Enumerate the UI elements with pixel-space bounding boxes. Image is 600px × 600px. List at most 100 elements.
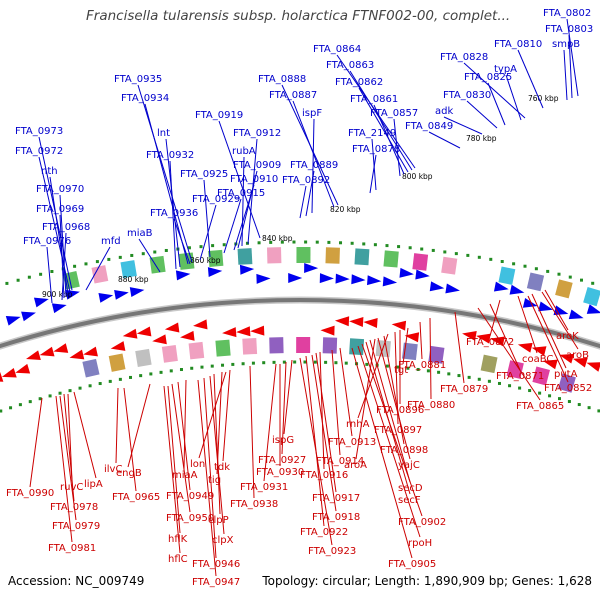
- leader-line-bottom: [249, 365, 255, 499]
- feature-block: [412, 253, 429, 271]
- gene-label-bottom: hflC: [168, 554, 188, 565]
- feature-block: [428, 345, 445, 364]
- feature-block: [149, 255, 166, 274]
- tick-mark: [164, 248, 168, 252]
- tick-mark: [457, 374, 461, 378]
- forward-gene-arrow: [399, 267, 414, 278]
- feature-block: [441, 256, 458, 275]
- tick-mark: [538, 391, 542, 395]
- gene-label-top: FTA_0889: [290, 160, 338, 171]
- tick-mark: [39, 272, 43, 276]
- tick-mark: [231, 362, 235, 366]
- gene-label-bottom: secD: [398, 483, 423, 494]
- forward-gene-arrow: [51, 303, 67, 314]
- gene-label-bottom: FTA_0898: [380, 445, 428, 456]
- tick-mark: [251, 361, 255, 365]
- leader-line-top: [137, 84, 193, 263]
- leader-line-top: [563, 49, 568, 101]
- tick-mark: [534, 267, 538, 271]
- gene-label-bottom: FTA_0965: [112, 492, 160, 503]
- tick-mark: [292, 240, 296, 244]
- gene-label-bottom: clpX: [212, 535, 234, 546]
- reverse-gene-arrow: [559, 353, 575, 364]
- reverse-gene-arrow: [363, 318, 378, 329]
- gene-label-bottom: FTA_0930: [256, 467, 304, 478]
- tick-mark: [416, 367, 420, 371]
- feature-block: [383, 250, 399, 268]
- feature-block: [269, 337, 284, 354]
- feature-block: [349, 338, 365, 356]
- leader-line-bottom: [209, 375, 225, 535]
- feature-block: [322, 337, 338, 354]
- tick-mark: [262, 361, 266, 365]
- gene-label-bottom: FTA_0914: [316, 456, 364, 467]
- leader-line-top: [311, 118, 315, 214]
- tick-mark: [118, 255, 122, 259]
- gene-label-top: FTA_0802: [543, 8, 591, 19]
- leader-line-bottom: [67, 393, 73, 482]
- tick-mark: [385, 364, 389, 368]
- leader-line-bottom: [63, 393, 75, 502]
- leader-line-bottom: [319, 351, 325, 470]
- tick-mark: [149, 372, 153, 376]
- reverse-gene-arrow: [349, 317, 364, 328]
- leader-line-bottom: [29, 397, 43, 488]
- reverse-gene-arrow: [320, 325, 335, 336]
- tick-mark: [130, 253, 134, 257]
- leader-line-bottom: [171, 383, 191, 513]
- tick-mark: [500, 260, 504, 264]
- tick-mark: [179, 368, 183, 372]
- leader-line-bottom: [489, 299, 501, 337]
- feature-block: [506, 360, 524, 379]
- forward-gene-arrow: [129, 287, 145, 298]
- map-title: Francisella tularensis subsp. holarctica…: [86, 8, 511, 24]
- feature-block: [91, 265, 109, 284]
- leader-line-top: [428, 131, 461, 149]
- gene-label-top: FTA_0862: [335, 77, 383, 88]
- leader-line-bottom: [361, 343, 423, 517]
- reverse-gene-arrow: [404, 332, 420, 343]
- reverse-gene-arrow: [26, 350, 41, 361]
- gene-label-top: FTA_0969: [36, 204, 84, 215]
- forward-gene-arrow: [5, 316, 21, 326]
- gene-label-bottom: FTA_0880: [407, 400, 455, 411]
- backbone-arc: [0, 298, 600, 349]
- tick-mark: [466, 253, 470, 257]
- tick-mark: [282, 360, 286, 364]
- kbp-label: 900 kbp: [42, 290, 73, 299]
- reverse-gene-arrow: [572, 357, 588, 368]
- leader-line-bottom: [419, 321, 423, 360]
- tick-mark: [293, 360, 297, 364]
- reverse-gene-arrow: [136, 326, 152, 337]
- gene-label-top: FTA_0909: [233, 160, 281, 171]
- leader-line-top: [61, 232, 67, 301]
- gene-label-top: FTA_0892: [282, 175, 330, 186]
- leader-line-top: [85, 246, 111, 291]
- leader-line-bottom: [198, 371, 227, 459]
- gene-label-top: FTA_0968: [42, 222, 90, 233]
- gene-label-top: mfd: [101, 236, 121, 247]
- gene-label-bottom: FTA_0879: [440, 384, 488, 395]
- gene-label-top: FTA_0972: [15, 146, 63, 157]
- leader-line-top: [299, 185, 307, 219]
- tick-mark: [313, 360, 317, 364]
- tick-mark: [50, 269, 54, 273]
- forward-gene-arrow: [445, 283, 460, 294]
- tick-mark: [557, 272, 561, 276]
- reverse-gene-arrow: [391, 320, 407, 331]
- leader-line-top: [46, 246, 53, 304]
- tick-mark: [512, 262, 516, 266]
- forward-gene-arrow: [239, 264, 255, 275]
- leader-line-top: [517, 49, 544, 109]
- topology-text: Topology: circular; Length: 1,890,909 bp…: [262, 574, 592, 588]
- gene-label-top: FTA_0861: [350, 94, 398, 105]
- gene-label-bottom: tig: [208, 475, 221, 486]
- leader-line-bottom: [489, 303, 521, 371]
- leader-line-bottom: [315, 352, 337, 493]
- tick-mark: [129, 375, 133, 379]
- tick-mark: [107, 257, 111, 261]
- gene-label-top: FTA_0864: [313, 44, 361, 55]
- feature-block: [354, 248, 370, 266]
- reverse-gene-arrow: [476, 333, 491, 344]
- tick-mark: [406, 366, 410, 370]
